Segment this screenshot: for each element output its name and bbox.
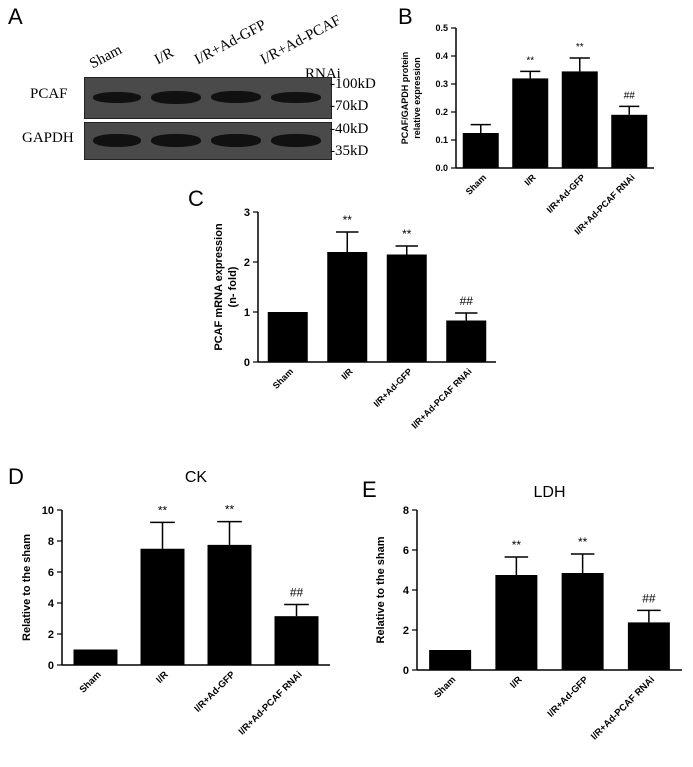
panel-letter-c: C — [188, 186, 204, 211]
x-tick-label: Sham — [432, 674, 458, 700]
y-tick-label: 0 — [403, 665, 409, 677]
bar — [561, 573, 604, 670]
significance-label: ** — [512, 538, 522, 552]
x-tick-label: Sham — [464, 172, 488, 196]
x-tick-label: Sham — [271, 366, 295, 390]
x-tick-label: I/R — [522, 172, 538, 188]
y-tick-label: 0.1 — [435, 135, 448, 145]
y-tick-label: 0 — [48, 660, 54, 672]
blot-strip-pcaf — [84, 77, 332, 119]
significance-label: ## — [290, 586, 304, 600]
bar — [207, 544, 252, 665]
x-tick-label: I/R+Ad-GFP — [372, 366, 415, 409]
blot-marker: -100kD — [330, 76, 376, 92]
blot-row-label: GAPDH — [22, 130, 74, 146]
y-tick-label: 0.2 — [435, 107, 448, 117]
bar — [561, 71, 598, 168]
x-tick-label: Sham — [78, 669, 104, 695]
x-tick-label: I/R+Ad-GFP — [545, 172, 588, 215]
x-tick-label: I/R — [339, 366, 355, 382]
bar — [429, 650, 472, 670]
y-tick-label: 2 — [244, 257, 250, 269]
significance-label: ## — [642, 591, 656, 605]
significance-label: ## — [460, 294, 474, 308]
bar — [140, 548, 185, 665]
blot-strip-gapdh — [84, 122, 332, 160]
x-tick-label: I/R+Ad-PCAF RNAi — [409, 366, 473, 430]
blot-row-label: PCAF — [30, 86, 68, 102]
bar — [267, 312, 308, 362]
panel-letter-e: E — [362, 477, 377, 502]
chart-b: 0.0 0.1 0.2 0.3 0.4 0.5 PCAF/GAPDH protein rela… — [400, 23, 654, 237]
blot-marker: -35kD — [330, 143, 369, 159]
panel-letter-b: B — [398, 4, 413, 29]
blot-band — [93, 92, 141, 103]
y-tick-label: 4 — [403, 585, 410, 597]
y-tick-label: 6 — [403, 545, 409, 557]
y-tick-label: 2 — [48, 629, 54, 641]
panel-letter-a: A — [8, 4, 23, 29]
blot-band — [151, 91, 201, 104]
bar — [73, 649, 118, 665]
y-axis-label: (n- fold) — [227, 266, 239, 307]
x-tick-label: I/R+Ad-PCAF RNAi — [589, 674, 657, 742]
bar — [495, 575, 538, 670]
y-axis-label: Relative to the sham — [375, 536, 387, 643]
significance-label: ** — [576, 42, 584, 53]
chart-c: 0 1 2 3 PCAF mRNA expression (n- fold) Sham ** I… — [213, 207, 496, 431]
y-tick-label: 0.5 — [435, 23, 448, 33]
chart-d: 0 2 4 6 8 10 Relative to the sham CK Sham ** I/R **… — [21, 469, 330, 737]
bar — [327, 252, 368, 362]
blot-band — [271, 92, 321, 103]
blot-marker: -70kD — [330, 98, 369, 114]
significance-label: ## — [624, 90, 636, 101]
bar — [274, 616, 319, 665]
blot-band — [211, 134, 261, 147]
y-axis-label: PCAF mRNA expression — [213, 223, 225, 351]
significance-label: ** — [158, 503, 168, 517]
x-tick-label: I/R+Ad-PCAF RNAi — [237, 669, 305, 737]
y-axis-label: relative expression — [412, 57, 422, 139]
bar — [386, 254, 427, 362]
y-axis-label: Relative to the sham — [21, 534, 33, 641]
y-tick-label: 0 — [244, 357, 250, 369]
y-tick-label: 8 — [403, 505, 409, 517]
blot-band — [151, 134, 201, 147]
bar — [446, 320, 487, 362]
significance-label: ** — [578, 535, 588, 549]
chart-e: 0 2 4 6 8 Relative to the sham LDH Sham ** I/R ** I… — [375, 484, 682, 742]
x-tick-label: I/R+Ad-GFP — [192, 669, 238, 715]
y-tick-label: 1 — [244, 307, 250, 319]
bar — [462, 133, 499, 168]
bar — [627, 622, 670, 670]
y-tick-label: 2 — [403, 625, 409, 637]
y-tick-label: 0.3 — [435, 79, 448, 89]
significance-label: ** — [225, 503, 235, 517]
significance-label: ** — [343, 213, 353, 227]
bar — [611, 114, 648, 168]
bar — [512, 78, 549, 168]
y-tick-label: 0.0 — [435, 163, 448, 173]
y-tick-label: 6 — [48, 567, 54, 579]
y-axis-label: PCAF/GAPDH protein — [400, 52, 410, 145]
y-tick-label: 0.4 — [435, 51, 448, 61]
x-tick-label: I/R+Ad-GFP — [545, 674, 591, 720]
chart-title: CK — [185, 469, 208, 486]
y-tick-label: 8 — [48, 536, 54, 548]
chart-title: LDH — [533, 484, 565, 501]
y-tick-label: 3 — [244, 207, 250, 219]
blot-band — [211, 91, 261, 103]
panel-letter-d: D — [8, 464, 24, 489]
y-tick-label: 4 — [48, 598, 55, 610]
blot-band — [93, 134, 141, 147]
y-tick-label: 10 — [42, 505, 54, 517]
significance-label: ** — [402, 227, 412, 241]
x-tick-label: I/R — [154, 669, 170, 685]
blot-marker: -40kD — [330, 121, 369, 137]
significance-label: ** — [526, 55, 534, 66]
x-tick-label: I/R — [508, 674, 524, 690]
blot-band — [271, 134, 321, 147]
